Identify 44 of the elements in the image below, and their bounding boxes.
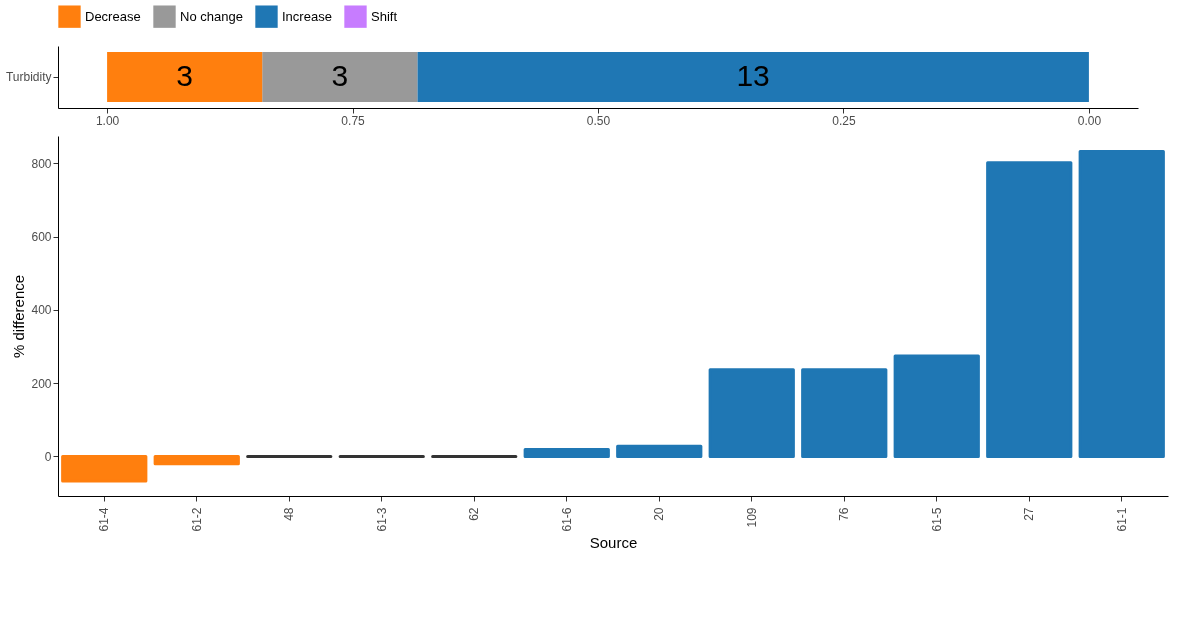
x-tick-label: 62: [467, 507, 482, 521]
bar: [708, 368, 795, 458]
bar: [893, 354, 980, 458]
x-tick-label: 61-5: [929, 507, 944, 532]
y-tick-label: 200: [31, 376, 52, 391]
bar: [1078, 149, 1165, 458]
x-tick-label: 76: [837, 507, 852, 521]
x-axis-title: Source: [589, 533, 638, 551]
x-tick-label: 61-2: [189, 507, 204, 532]
legend-label: Decrease: [85, 8, 141, 24]
x-tick-label: 109: [744, 507, 759, 528]
x-tick-label: 0.25: [832, 113, 856, 128]
x-tick-label: 61-6: [559, 507, 574, 532]
x-tick-label: 0.75: [341, 113, 366, 128]
x-tick-label: 0.50: [586, 113, 611, 128]
bar: [417, 52, 1089, 102]
y-tick-label: 600: [31, 230, 52, 245]
y-tick-label: 800: [31, 156, 52, 171]
y-tick-label: 0: [44, 449, 52, 464]
annotation: 3: [331, 59, 349, 92]
legend-label: Shift: [371, 8, 398, 24]
annotation: 13: [736, 59, 770, 92]
y-axis-title: % difference: [10, 274, 28, 359]
x-tick-label: 61-1: [1114, 507, 1129, 532]
bar: [616, 444, 703, 458]
x-tick-label: 27: [1022, 507, 1037, 521]
annotation: 3: [176, 59, 193, 92]
x-tick-label: 61-3: [374, 507, 389, 532]
x-tick-label: 1.00: [95, 113, 120, 128]
bar: [107, 52, 263, 102]
bar: [153, 454, 240, 466]
bar: [523, 447, 610, 458]
bar: [262, 52, 418, 102]
y-tick-label: Turbidity: [5, 70, 52, 84]
legend-label: Increase: [282, 8, 332, 24]
bar: [986, 161, 1073, 458]
x-tick-label: 0.00: [1077, 113, 1102, 128]
x-tick-label: 20: [652, 507, 667, 521]
bar: [801, 368, 888, 458]
legend-label: No change: [180, 8, 243, 24]
x-tick-label: 48: [282, 507, 297, 521]
y-tick-label: 400: [31, 303, 52, 318]
bar: [61, 454, 148, 483]
x-tick-label: 61-4: [97, 507, 112, 532]
